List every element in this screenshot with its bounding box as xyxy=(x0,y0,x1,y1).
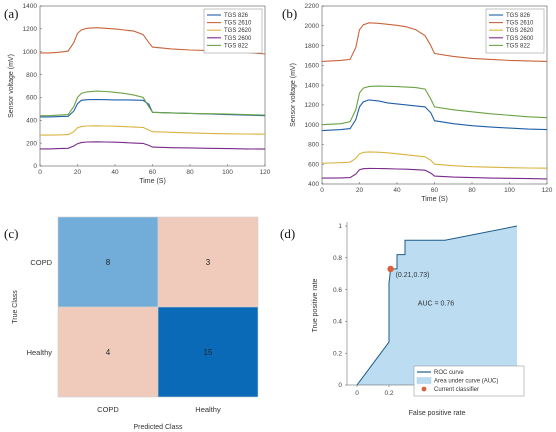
y-tick-label: 400 xyxy=(308,181,319,188)
y-tick-label: 0.6 xyxy=(333,287,342,294)
series-line-tgs-822 xyxy=(40,90,266,117)
series-line-tgs-826 xyxy=(321,99,548,132)
y-axis-label: True Class xyxy=(12,290,19,324)
legend-box xyxy=(413,365,525,397)
y-tick-label: 1200 xyxy=(23,26,38,33)
series-line-tgs-2600 xyxy=(322,167,548,180)
cell-value: 15 xyxy=(204,348,213,357)
y-axis-label: Sensor voltage (mV) xyxy=(8,54,15,118)
matrix-cell xyxy=(157,216,259,308)
panel-label-a: (a) xyxy=(4,6,18,21)
legend-entry-classifier: Current classifier xyxy=(434,387,479,393)
legend-swatch-classifier xyxy=(421,386,427,392)
x-axis-label: Predicted Class xyxy=(133,424,183,431)
x-tick-label: 120 xyxy=(260,169,271,176)
series-line-tgs-2610 xyxy=(321,22,548,62)
y-tick-label: 800 xyxy=(26,72,37,79)
x-tick-label: 80 xyxy=(468,187,476,194)
y-tick-label: 1800 xyxy=(305,43,320,50)
roc-curve-line xyxy=(356,225,518,386)
y-axis-label: True positive rate xyxy=(312,278,319,332)
series-line-tgs-2620 xyxy=(321,151,548,169)
y-tick-label: 1600 xyxy=(305,63,320,70)
x-tick-label: 0.2 xyxy=(384,390,393,397)
x-axis-label: Time (S) xyxy=(421,196,448,203)
sensor-chart-b: 0 20 40 60 80 100 120 400 600 800 1000 1200 1400 1600… xyxy=(290,3,553,203)
y-tick-label: 1400 xyxy=(305,82,320,89)
legend-entry: TGS 2600 xyxy=(506,36,534,42)
y-tick-label: 400 xyxy=(26,117,37,124)
y-tick-label: 0 xyxy=(338,382,342,389)
legend-entry: TGS 826 xyxy=(506,13,531,19)
x-tick-label: 80 xyxy=(186,169,194,176)
x-tick-label: 100 xyxy=(222,169,233,176)
confusion-matrix: 8 3 4 15 COPD COPD Healthy Healthy Predicted Cla… xyxy=(12,216,259,431)
predicted-class-label: COPD xyxy=(97,405,119,414)
auc-annotation: AUC = 0.76 xyxy=(418,301,454,308)
x-tick-label: 0 xyxy=(320,187,324,194)
x-axis-label: Time (S) xyxy=(139,178,166,185)
x-tick-label: 40 xyxy=(111,169,119,176)
series-line-tgs-2620 xyxy=(40,125,266,136)
legend-entry: TGS 2600 xyxy=(224,36,252,42)
current-classifier-point xyxy=(387,265,394,273)
roc-chart: 00.20.40.60.8100.20.40.60.81(0.21,0.73)A… xyxy=(312,222,525,417)
x-tick-label: 0 xyxy=(38,169,42,176)
y-tick-label: 1000 xyxy=(23,49,38,56)
panel-label-c: (c) xyxy=(4,226,18,241)
cell-value: 4 xyxy=(106,348,111,357)
x-tick-label: 120 xyxy=(542,187,553,194)
legend-entry: TGS 2610 xyxy=(224,21,252,27)
y-tick-label: 600 xyxy=(26,95,37,102)
x-tick-label: 100 xyxy=(504,187,515,194)
predicted-class-label: Healthy xyxy=(195,405,221,414)
matrix-cell xyxy=(57,216,159,308)
x-tick-label: 20 xyxy=(74,169,82,176)
legend-entry-roc: ROC curve xyxy=(434,370,464,376)
y-tick-label: 800 xyxy=(308,142,319,149)
x-tick-label: 40 xyxy=(393,187,401,194)
y-tick-label: 2200 xyxy=(305,3,320,10)
legend-entry: TGS 826 xyxy=(224,13,249,19)
classifier-label: (0.21,0.73) xyxy=(396,272,430,279)
y-tick-label: 1200 xyxy=(305,102,320,109)
cell-value: 8 xyxy=(106,258,111,267)
panel-label-b: (b) xyxy=(282,6,297,21)
x-tick-label: 0 xyxy=(355,390,359,397)
y-tick-label: 600 xyxy=(308,161,319,168)
true-class-label: COPD xyxy=(30,258,52,267)
legend-entry-auc: Area under curve (AUC) xyxy=(434,379,498,385)
x-tick-label: 20 xyxy=(356,187,364,194)
panel-label-d: (d) xyxy=(280,226,295,241)
x-axis-label: False positive rate xyxy=(409,410,466,417)
legend-entry: TGS 2610 xyxy=(506,21,534,27)
y-tick-label: 1400 xyxy=(23,3,38,10)
x-tick-label: 60 xyxy=(149,169,157,176)
legend-entry: TGS 822 xyxy=(224,43,249,49)
y-tick-label: 200 xyxy=(26,140,37,147)
legend-entry: TGS 2620 xyxy=(224,28,252,34)
y-tick-label: 0.8 xyxy=(333,255,342,262)
y-tick-label: 0.2 xyxy=(333,350,342,357)
y-axis-label: Sensor voltage (mV) xyxy=(290,63,297,127)
legend-entry: TGS 2620 xyxy=(506,28,534,34)
legend-swatch-auc xyxy=(416,377,432,384)
sensor-chart-a: 0 20 40 60 80 100 1200200400600800100012001400… xyxy=(8,3,271,185)
matrix-cell xyxy=(57,306,159,398)
y-tick-label: 0 xyxy=(33,163,37,170)
series-line-tgs-2610 xyxy=(40,27,266,55)
y-tick-label: 0.4 xyxy=(333,319,342,326)
x-tick-label: 60 xyxy=(431,187,439,194)
matrix-cell xyxy=(157,306,259,398)
legend-entry: TGS 822 xyxy=(506,43,531,49)
y-tick-label: 1000 xyxy=(305,122,320,129)
series-line-tgs-2600 xyxy=(40,141,266,150)
y-tick-label: 2000 xyxy=(305,23,320,30)
y-tick-label: 1 xyxy=(338,223,342,230)
cell-value: 3 xyxy=(206,258,211,267)
true-class-label: Healthy xyxy=(27,348,53,357)
series-line-tgs-822 xyxy=(321,85,548,126)
